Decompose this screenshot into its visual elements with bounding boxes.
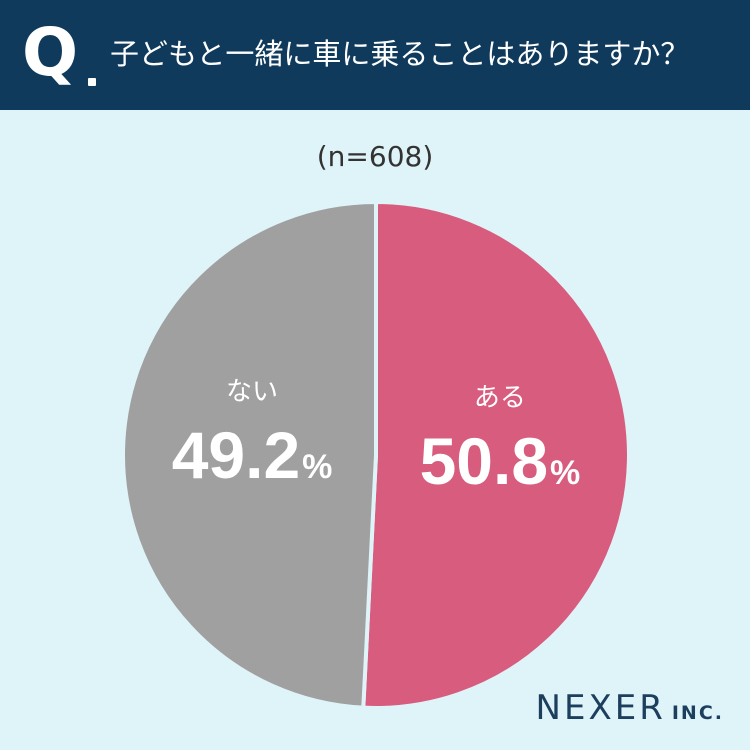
pie-slice-no bbox=[121, 200, 378, 710]
slice-value-unit: % bbox=[302, 448, 332, 486]
q-mark: Q bbox=[22, 14, 79, 91]
slice-value-number: 50.8 bbox=[420, 424, 548, 498]
slice-value-label: 49.2% bbox=[172, 418, 333, 492]
nexer-logo: NEXER INC. bbox=[536, 688, 724, 728]
logo-suffix: INC. bbox=[671, 702, 724, 724]
question-header: Q 子どもと一緒に車に乗ることはありますか？ bbox=[0, 0, 750, 110]
logo-wordmark: NEXER bbox=[535, 688, 666, 728]
question-text: 子どもと一緒に車に乗ることはありますか？ bbox=[110, 37, 690, 71]
slice-category-label: ない bbox=[226, 377, 278, 407]
q-mark-dot bbox=[88, 78, 96, 86]
pie-slice-yes bbox=[361, 200, 632, 710]
slice-value-label: 50.8% bbox=[420, 424, 581, 498]
slice-value-number: 49.2 bbox=[172, 418, 300, 492]
slice-category-label: ある bbox=[474, 383, 526, 413]
sample-size-label: (n=608) bbox=[316, 140, 434, 173]
slice-value-unit: % bbox=[550, 454, 580, 492]
